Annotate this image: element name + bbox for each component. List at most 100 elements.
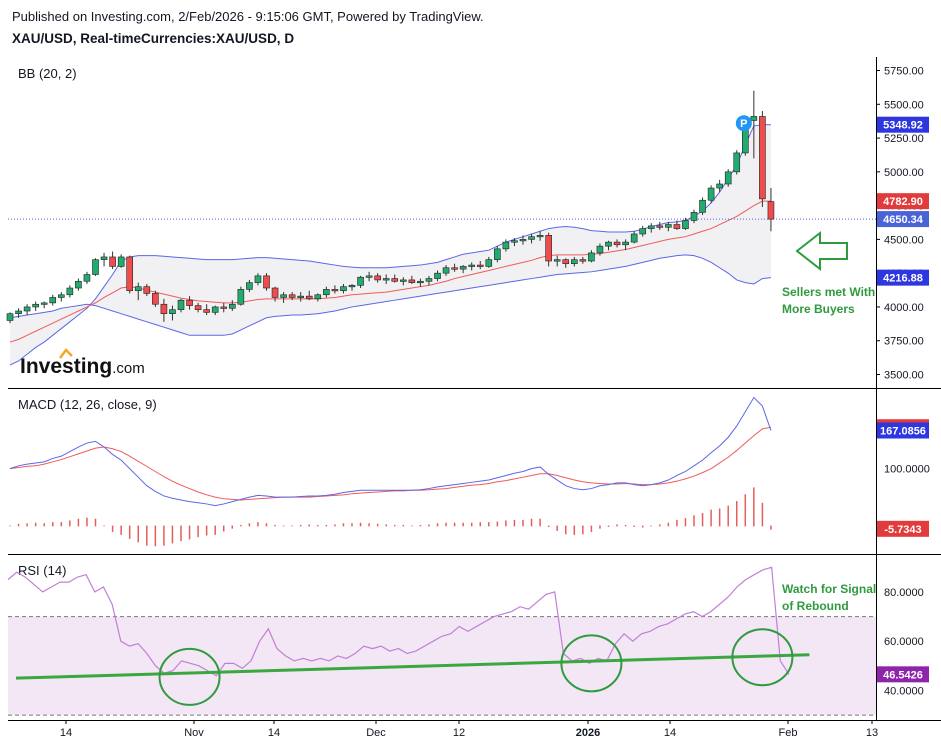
candle	[682, 220, 689, 229]
candle	[699, 199, 706, 213]
candle	[40, 302, 48, 305]
candle	[391, 278, 399, 282]
candle	[468, 264, 476, 267]
price-badge: 5348.92	[883, 120, 923, 132]
candle	[100, 256, 108, 260]
x-tick-label: 14	[268, 727, 280, 739]
x-tick-label: Dec	[366, 727, 386, 739]
candle	[297, 295, 305, 298]
signal-line	[9, 426, 772, 501]
candle	[229, 303, 236, 309]
candle	[365, 275, 373, 278]
marker-label: P	[740, 118, 747, 130]
candle	[331, 289, 339, 292]
candle	[15, 310, 22, 314]
candle	[502, 241, 510, 250]
candle	[545, 235, 552, 262]
candle	[348, 285, 356, 288]
candle	[588, 252, 595, 262]
price-badge-bg	[877, 193, 929, 210]
price-badge-bg	[877, 211, 929, 228]
candle	[237, 289, 245, 305]
rsi-pane[interactable]: RSI (14) 80.0000 60.0000 40.0000 Watch for S…	[7, 563, 929, 716]
candle	[511, 240, 518, 243]
candle	[126, 256, 133, 292]
candle	[399, 279, 407, 282]
candle	[75, 280, 82, 289]
candle	[630, 233, 638, 243]
candle	[6, 313, 14, 321]
candle	[673, 224, 681, 229]
candle	[340, 286, 347, 292]
rsi-annotation: Watch for Signal	[782, 582, 876, 596]
candle	[417, 280, 424, 284]
candle	[134, 286, 142, 292]
x-tick-label: Nov	[184, 727, 204, 739]
macd-pane[interactable]: MACD (12, 26, close, 9)100.0000172.81981…	[9, 396, 930, 547]
macd-badge-bg	[877, 422, 929, 439]
highlight-circle	[158, 647, 221, 706]
candle	[536, 235, 544, 238]
chart-frame	[8, 57, 941, 721]
x-tick-label: 2026	[576, 727, 600, 739]
candle	[605, 241, 612, 247]
candle	[750, 116, 758, 121]
marker-icon	[735, 115, 752, 132]
candle	[570, 259, 578, 265]
price-pane[interactable]: BB (20, 2) 5750.00 5500.00 5250.00 5000.00 47…	[6, 66, 929, 382]
rsi-annotation: of Rebound	[782, 599, 849, 613]
price-tick-label: 4500.00	[884, 234, 924, 246]
rsi-tick-label: 80.0000	[884, 587, 924, 599]
candle	[528, 236, 535, 240]
candle	[724, 171, 732, 185]
price-tick-label: 5500.00	[884, 99, 924, 111]
candle	[357, 276, 364, 286]
candle	[211, 306, 219, 313]
macd-badge-bg	[877, 520, 929, 537]
candle	[271, 287, 279, 298]
candle	[647, 225, 655, 229]
candle	[519, 239, 527, 242]
rsi-tick-label: 40.0000	[884, 685, 924, 697]
candle	[476, 264, 484, 267]
x-tick-label: 12	[453, 727, 465, 739]
x-tick-label: 13	[866, 727, 878, 739]
candle	[194, 305, 202, 310]
rsi-title: RSI (14)	[18, 563, 66, 578]
price-tick-label: 5750.00	[884, 66, 924, 78]
candle	[32, 303, 39, 308]
bb-title: BB (20, 2)	[18, 66, 77, 81]
x-tick-label: 14	[60, 727, 72, 739]
price-annotation: More Buyers	[782, 302, 855, 316]
rsi-badge: 46.5426	[883, 669, 923, 681]
macd-title: MACD (12, 26, close, 9)	[18, 397, 157, 412]
price-badge: 4782.90	[883, 196, 923, 208]
rsi-badge-bg	[877, 666, 929, 683]
instrument-title: XAU/USD, Real-timeCurrencies:XAU/USD, D	[12, 31, 295, 46]
candle	[656, 225, 664, 228]
candle	[323, 289, 330, 296]
price-tick-label: 3500.00	[884, 369, 924, 381]
price-tick-label: 4000.00	[884, 302, 924, 314]
candle	[169, 309, 176, 314]
candle	[382, 278, 390, 281]
candle	[485, 259, 493, 267]
candle	[425, 278, 433, 282]
logo-text: Investing	[20, 355, 112, 378]
candle	[117, 256, 125, 267]
candle	[622, 241, 629, 246]
candle	[707, 187, 715, 201]
price-annotation: Sellers met With	[782, 285, 875, 299]
candle	[579, 259, 587, 262]
macd-badge: -5.7343	[884, 524, 921, 536]
candle	[177, 299, 185, 310]
macd-tick-label: 100.0000	[884, 464, 930, 476]
candle	[733, 152, 741, 173]
candle	[434, 272, 441, 279]
candle	[408, 279, 416, 283]
candle	[494, 248, 501, 260]
macd-badge: 167.0856	[880, 425, 926, 437]
left-arrow-icon	[795, 230, 848, 272]
candle	[57, 294, 65, 298]
